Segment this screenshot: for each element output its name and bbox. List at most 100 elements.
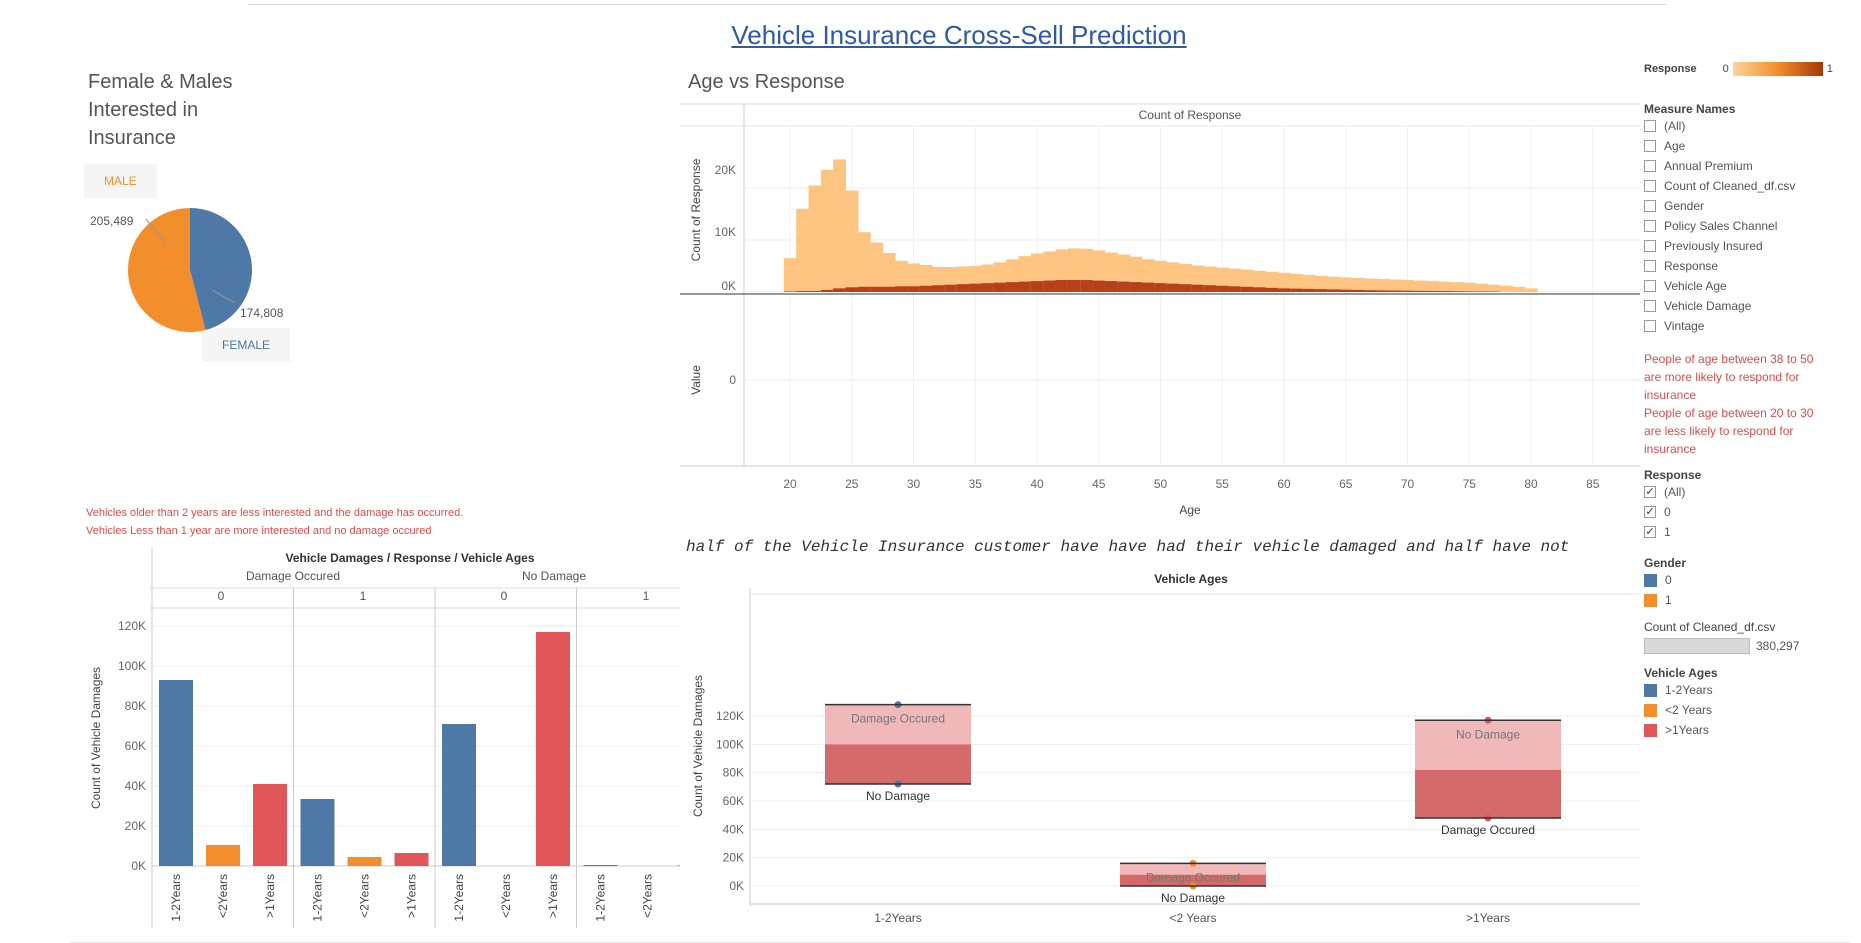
age-bar-response-1[interactable] <box>1018 282 1031 292</box>
age-bar-response-1[interactable] <box>1315 289 1328 292</box>
checkbox-checked[interactable]: ✓ <box>1644 486 1656 498</box>
age-bar-response-1[interactable] <box>1043 281 1056 292</box>
age-bar-response-1[interactable] <box>1303 289 1316 292</box>
age-bar-response-1[interactable] <box>1253 287 1266 292</box>
gender-legend-item[interactable]: 0 <box>1644 570 1844 590</box>
age-bar-response-0[interactable] <box>1525 288 1538 292</box>
age-bar-response-1[interactable] <box>1340 290 1353 292</box>
age-bar-response-1[interactable] <box>1228 286 1241 292</box>
age-bar-response-1[interactable] <box>1438 291 1451 292</box>
measure-filter-item[interactable]: Vintage <box>1644 316 1844 336</box>
age-bar-response-1[interactable] <box>784 291 797 292</box>
age-bar-response-0[interactable] <box>846 191 859 292</box>
checkbox-unchecked[interactable] <box>1644 220 1656 232</box>
measure-filter-item[interactable]: Gender <box>1644 196 1844 216</box>
age-bar-response-1[interactable] <box>1377 290 1390 292</box>
gender-pie-chart[interactable] <box>120 200 260 340</box>
age-bar-response-0[interactable] <box>1401 280 1414 292</box>
age-bar-response-1[interactable] <box>1352 290 1365 292</box>
age-bar-response-1[interactable] <box>957 284 970 292</box>
bar->1Years[interactable] <box>395 853 429 866</box>
age-bar-response-1[interactable] <box>1241 287 1254 292</box>
checkbox-checked[interactable]: ✓ <box>1644 506 1656 518</box>
br-chart-bars[interactable] <box>825 701 1561 889</box>
age-bar-response-1[interactable] <box>833 288 846 292</box>
age-response-chart[interactable]: Count of Response Count of Response Valu… <box>680 100 1640 520</box>
vehicle-legend-item[interactable]: <2 Years <box>1644 700 1844 720</box>
age-bar-response-1[interactable] <box>1191 285 1204 292</box>
age-bar-response-1[interactable] <box>1327 289 1340 292</box>
age-bar-response-0[interactable] <box>1463 283 1476 292</box>
bar-<2Years[interactable] <box>348 857 382 866</box>
age-bar-response-0[interactable] <box>1352 278 1365 292</box>
age-bar-response-0[interactable] <box>821 170 834 292</box>
vehicle-damage-bar-chart[interactable]: Vehicle Damages / Response / Vehicle Age… <box>80 548 680 930</box>
age-bar-response-0[interactable] <box>809 185 822 292</box>
age-bar-response-0[interactable] <box>870 243 883 292</box>
age-bar-response-0[interactable] <box>1488 285 1501 292</box>
age-bar-response-1[interactable] <box>1463 291 1476 292</box>
age-bar-response-1[interactable] <box>1142 283 1155 292</box>
age-bar-response-0[interactable] <box>1389 280 1402 292</box>
bar-<2Years[interactable] <box>206 845 240 866</box>
age-bar-response-1[interactable] <box>1389 291 1402 292</box>
checkbox-unchecked[interactable] <box>1644 120 1656 132</box>
age-bar-response-0[interactable] <box>1475 284 1488 292</box>
age-bar-response-1[interactable] <box>1080 280 1093 292</box>
age-bar-response-1[interactable] <box>858 287 871 292</box>
age-bar-response-1[interactable] <box>821 290 834 292</box>
age-bar-response-1[interactable] <box>920 286 933 292</box>
age-bar-response-1[interactable] <box>907 286 920 292</box>
age-bar-response-1[interactable] <box>1278 288 1291 292</box>
age-bar-response-0[interactable] <box>1377 279 1390 292</box>
age-bar-response-1[interactable] <box>1093 281 1106 292</box>
age-bar-response-0[interactable] <box>1512 287 1525 292</box>
measure-filter-item[interactable]: Previously Insured <box>1644 236 1844 256</box>
age-bar-response-1[interactable] <box>1290 289 1303 292</box>
checkbox-unchecked[interactable] <box>1644 280 1656 292</box>
age-bar-response-1[interactable] <box>932 285 945 292</box>
age-bar-response-1[interactable] <box>809 291 822 292</box>
age-bar-response-1[interactable] <box>1006 282 1019 292</box>
response-filter-list[interactable]: ✓(All)✓0✓1 <box>1644 482 1844 542</box>
age-bar-response-1[interactable] <box>969 284 982 292</box>
bar-chart-bars[interactable] <box>159 632 680 866</box>
age-bar-response-0[interactable] <box>796 209 809 292</box>
age-bar-response-1[interactable] <box>846 287 859 292</box>
bar-1-2Years[interactable] <box>301 799 335 866</box>
bar-1-2Years[interactable] <box>584 865 618 866</box>
bar->1Years[interactable] <box>536 632 570 866</box>
age-bar-response-0[interactable] <box>858 232 871 292</box>
checkbox-checked[interactable]: ✓ <box>1644 526 1656 538</box>
measure-filter-item[interactable]: (All) <box>1644 116 1844 136</box>
response-filter-item[interactable]: ✓1 <box>1644 522 1844 542</box>
age-bar-response-1[interactable] <box>1401 291 1414 292</box>
age-bar-response-1[interactable] <box>1451 291 1464 292</box>
age-bar-response-1[interactable] <box>981 283 994 292</box>
age-bar-response-1[interactable] <box>1216 286 1229 292</box>
checkbox-unchecked[interactable] <box>1644 200 1656 212</box>
age-bar-response-1[interactable] <box>944 285 957 292</box>
age-bar-response-1[interactable] <box>1204 285 1217 292</box>
measure-filter-item[interactable]: Response <box>1644 256 1844 276</box>
age-bar-response-0[interactable] <box>833 159 846 292</box>
checkbox-unchecked[interactable] <box>1644 140 1656 152</box>
br-band-lower[interactable] <box>825 744 971 784</box>
checkbox-unchecked[interactable] <box>1644 180 1656 192</box>
age-bar-response-1[interactable] <box>1475 291 1488 292</box>
response-filter-item[interactable]: ✓0 <box>1644 502 1844 522</box>
checkbox-unchecked[interactable] <box>1644 160 1656 172</box>
age-bar-response-0[interactable] <box>883 253 896 292</box>
age-bar-response-1[interactable] <box>895 286 908 292</box>
age-bar-response-0[interactable] <box>1364 278 1377 292</box>
gender-legend-item[interactable]: 1 <box>1644 590 1844 610</box>
age-bar-response-1[interactable] <box>1130 282 1143 292</box>
measure-filter-item[interactable]: Policy Sales Channel <box>1644 216 1844 236</box>
age-bar-response-1[interactable] <box>1117 282 1130 292</box>
age-bar-response-1[interactable] <box>1265 288 1278 292</box>
age-bar-response-0[interactable] <box>1426 281 1439 292</box>
age-bar-response-1[interactable] <box>1105 281 1118 292</box>
age-bar-response-1[interactable] <box>1426 291 1439 292</box>
checkbox-unchecked[interactable] <box>1644 320 1656 332</box>
br-band-lower[interactable] <box>1415 770 1561 818</box>
